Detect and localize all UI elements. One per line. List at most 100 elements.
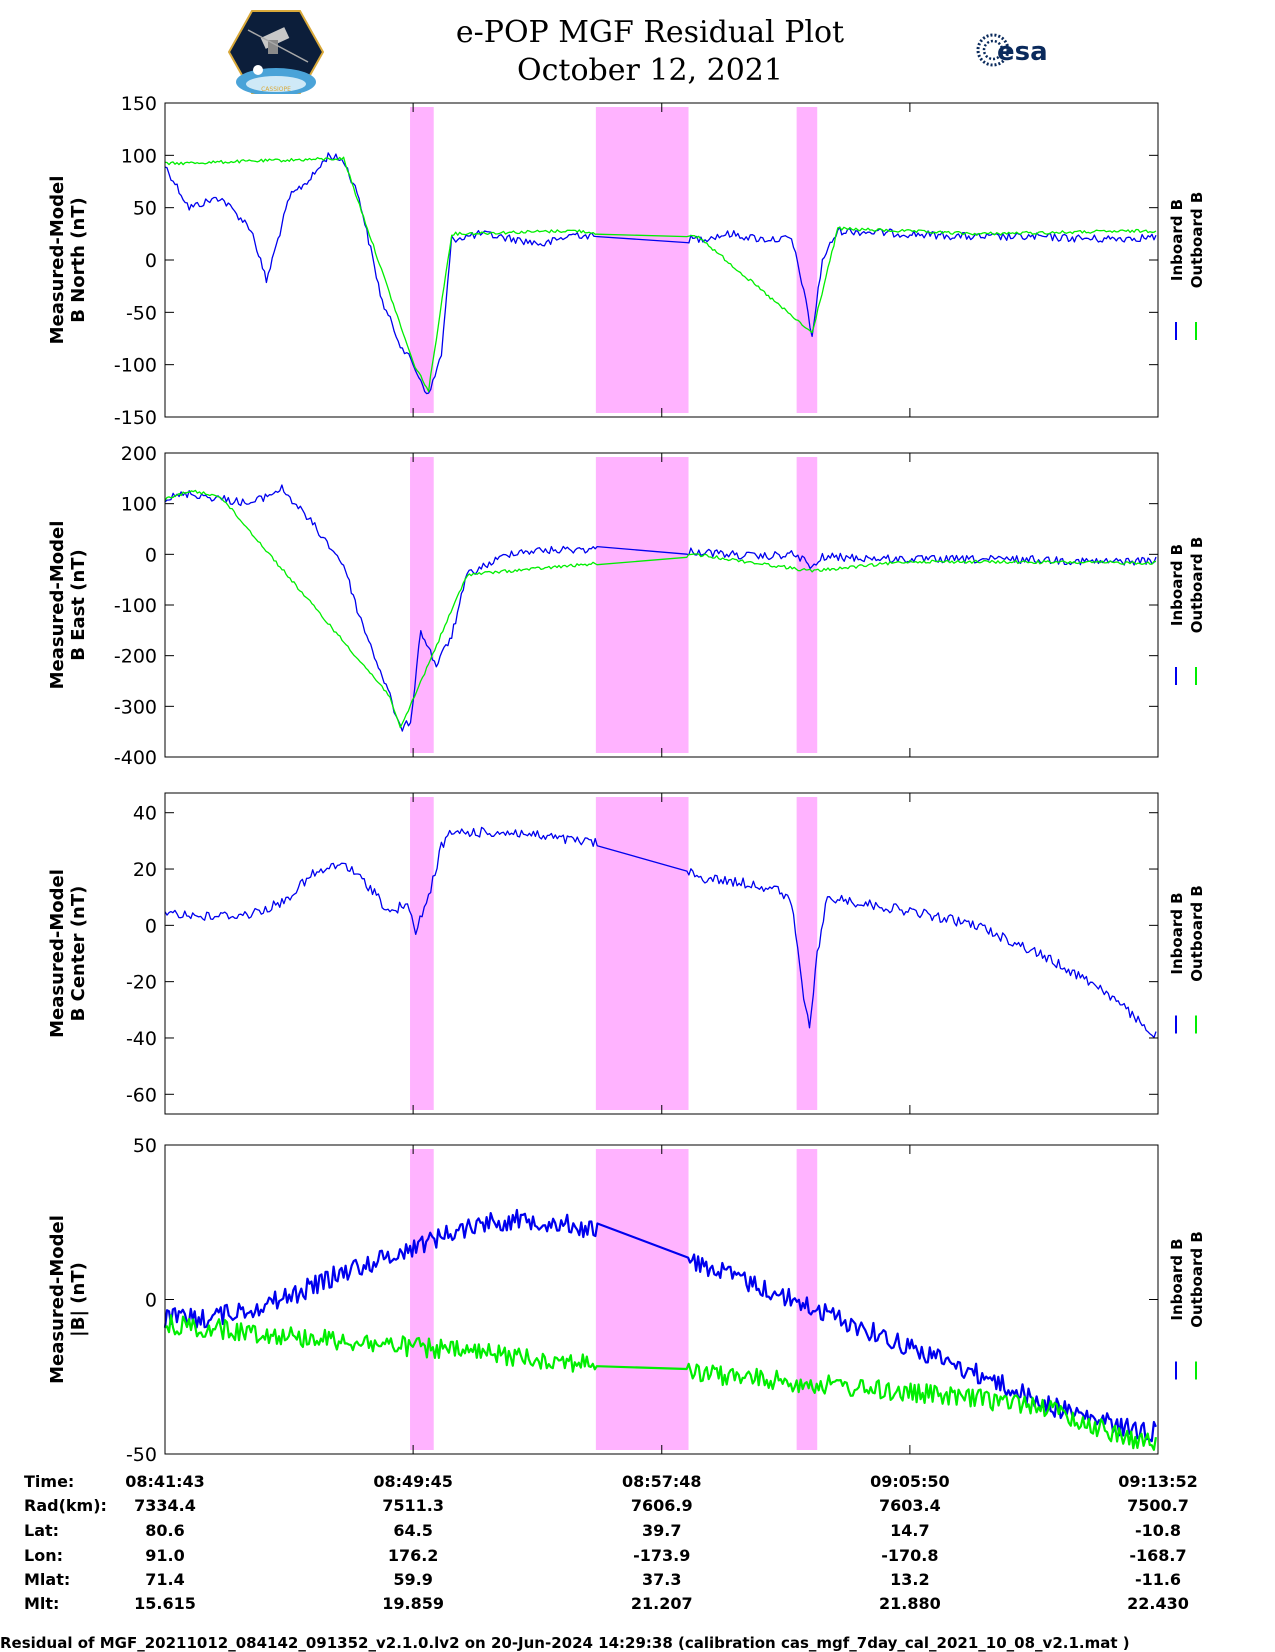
panel-3: 40 20 0 -20 -40 -60 Measured-Model B Center (nT… xyxy=(47,792,1206,1115)
legend-inboard-label: Inboard B xyxy=(1168,892,1186,974)
series-inboard xyxy=(164,826,1157,1039)
series-inboard xyxy=(163,1208,1157,1443)
y-tick-label: 0 xyxy=(145,1290,157,1312)
orbit-cell: 39.7 xyxy=(642,1521,681,1540)
y-tick-label: -40 xyxy=(126,1028,157,1050)
y-tick-label: -300 xyxy=(114,696,157,718)
y-tick-label: -100 xyxy=(114,595,157,617)
orbit-cell: 7606.9 xyxy=(631,1496,693,1515)
shaded-interval xyxy=(595,1149,689,1450)
esa-logo: esa xyxy=(976,33,1048,67)
orbit-table: Time: Rad(km): Lat: Lon: Mlat: Mlt: 08:41:43 73… xyxy=(24,1472,1198,1613)
orbit-row-label: Time: xyxy=(24,1472,74,1491)
y-axis-label-units: |B| (nT) xyxy=(68,1262,89,1337)
legend-outboard-label: Outboard B xyxy=(1188,1231,1206,1328)
y-tick-label: -50 xyxy=(126,302,157,324)
shaded-interval xyxy=(796,107,818,413)
footer-caption: Residual of MGF_20211012_084142_091352_v… xyxy=(0,1634,1130,1652)
y-tick-label: 50 xyxy=(133,198,157,220)
orbit-cell: 15.615 xyxy=(134,1594,196,1613)
shaded-interval xyxy=(410,797,434,1110)
orbit-row-label: Lat: xyxy=(24,1521,59,1540)
y-axis-label-units: B Center (nT) xyxy=(68,886,89,1022)
y-tick-label: -20 xyxy=(126,972,157,994)
orbit-row-label: Rad(km): xyxy=(24,1496,107,1515)
y-tick-label: 100 xyxy=(121,494,157,516)
y-tick-label: -200 xyxy=(114,646,157,668)
orbit-cell: 08:57:48 xyxy=(622,1472,702,1491)
orbit-cell: 91.0 xyxy=(145,1546,184,1565)
y-axis-label: Measured-Model xyxy=(47,1215,68,1384)
orbit-cell: 37.3 xyxy=(642,1570,681,1589)
orbit-cell: 7334.4 xyxy=(134,1496,196,1515)
y-tick-label: 100 xyxy=(121,145,157,167)
shaded-interval xyxy=(595,457,689,753)
y-axis-label-units: B East (nT) xyxy=(68,549,89,661)
orbit-cell: 13.2 xyxy=(890,1570,929,1589)
orbit-cell: 19.859 xyxy=(382,1594,444,1613)
cassiope-mission-logo: CASSIOPE xyxy=(228,10,324,94)
orbit-row-label: Mlat: xyxy=(24,1570,70,1589)
panel-1: 150 100 50 0 -50 -100 -150 Measured-Model B Nort… xyxy=(47,93,1206,429)
orbit-cell: 08:49:45 xyxy=(373,1472,453,1491)
y-axis-label: Measured-Model xyxy=(47,176,68,345)
y-tick-label: -150 xyxy=(114,407,157,429)
orbit-cell: 7511.3 xyxy=(382,1496,444,1515)
y-tick-label: 40 xyxy=(133,803,157,825)
panel-4: 50 0 -50 Measured-Model |B| (nT) Inboard B Out… xyxy=(47,1135,1206,1466)
series-outboard xyxy=(164,156,1157,393)
shaded-interval xyxy=(410,1149,434,1450)
orbit-cell: -168.7 xyxy=(1129,1546,1186,1565)
orbit-cell: -11.6 xyxy=(1135,1570,1181,1589)
y-tick-label: 50 xyxy=(133,1135,157,1157)
orbit-row-label: Lon: xyxy=(24,1546,63,1565)
y-tick-label: -100 xyxy=(114,355,157,377)
legend-inboard-label: Inboard B xyxy=(1168,544,1186,626)
legend-inboard-label: Inboard B xyxy=(1168,199,1186,281)
orbit-cell: 7603.4 xyxy=(879,1496,941,1515)
y-axis-label: Measured-Model xyxy=(47,869,68,1038)
orbit-cell: 21.880 xyxy=(879,1594,941,1613)
legend-outboard-label: Outboard B xyxy=(1188,537,1206,634)
orbit-cell: -170.8 xyxy=(881,1546,938,1565)
y-tick-label: 0 xyxy=(145,915,157,937)
esa-logo-text: esa xyxy=(997,37,1048,67)
legend-outboard-label: Outboard B xyxy=(1188,192,1206,289)
y-tick-label: -60 xyxy=(126,1084,157,1106)
orbit-cell: 22.430 xyxy=(1127,1594,1189,1613)
series-inboard xyxy=(164,152,1157,395)
shaded-interval xyxy=(410,107,434,413)
y-tick-label: -400 xyxy=(114,747,157,769)
orbit-row-label: Mlt: xyxy=(24,1594,59,1613)
legend-inboard-label: Inboard B xyxy=(1168,1238,1186,1320)
y-axis-label-units: B North (nT) xyxy=(68,197,89,323)
orbit-cell: 14.7 xyxy=(890,1521,929,1540)
y-tick-label: 150 xyxy=(121,93,157,115)
orbit-cell: 176.2 xyxy=(388,1546,439,1565)
orbit-cell: 71.4 xyxy=(145,1570,184,1589)
shaded-interval xyxy=(796,797,818,1110)
shaded-interval xyxy=(595,797,689,1110)
orbit-cell: 21.207 xyxy=(631,1594,693,1613)
title-line-2: October 12, 2021 xyxy=(517,53,783,88)
y-tick-label: -50 xyxy=(126,1444,157,1466)
y-tick-label: 0 xyxy=(145,250,157,272)
orbit-cell: 09:13:52 xyxy=(1118,1472,1198,1491)
shaded-interval xyxy=(410,457,434,753)
orbit-cell: 64.5 xyxy=(393,1521,432,1540)
legend-outboard-label: Outboard B xyxy=(1188,885,1206,982)
orbit-cell: 59.9 xyxy=(393,1570,432,1589)
y-axis-label: Measured-Model xyxy=(47,521,68,690)
series-outboard xyxy=(164,1314,1157,1451)
title-line-1: e-POP MGF Residual Plot xyxy=(455,15,845,50)
orbit-cell: 80.6 xyxy=(145,1521,184,1540)
orbit-cell: -173.9 xyxy=(633,1546,690,1565)
orbit-cell: -10.8 xyxy=(1135,1521,1181,1540)
orbit-cell: 7500.7 xyxy=(1127,1496,1189,1515)
orbit-cell: 09:05:50 xyxy=(870,1472,950,1491)
orbit-cell: 08:41:43 xyxy=(125,1472,205,1491)
svg-text:CASSIOPE: CASSIOPE xyxy=(261,86,291,93)
y-tick-label: 0 xyxy=(145,544,157,566)
shaded-interval xyxy=(595,107,689,413)
